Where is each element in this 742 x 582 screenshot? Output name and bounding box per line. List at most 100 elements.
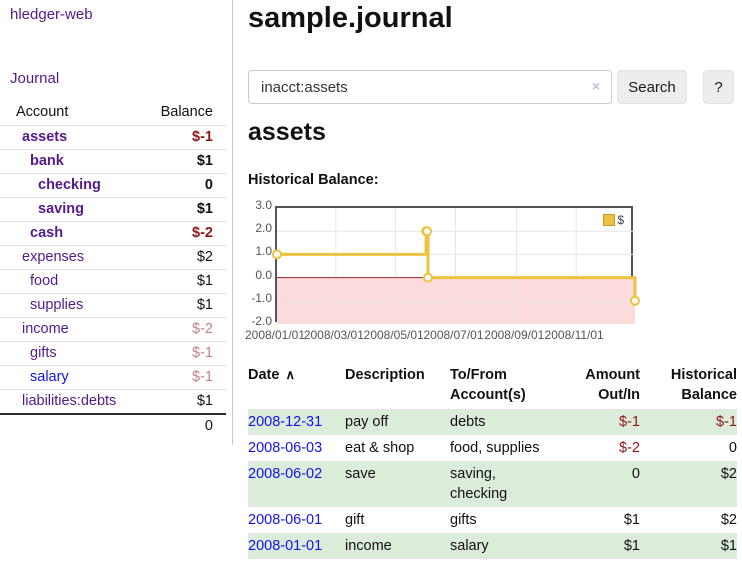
x-axis-tick-label: 2008/03/01 (303, 328, 364, 342)
account-row-liabilities-debts: liabilities:debts $1 (0, 389, 226, 414)
accounts-header-balance: Balance (160, 104, 213, 120)
account-balance: $-2 (144, 317, 226, 342)
sidebar: hledger-web Journal Account Balance asse… (0, 0, 233, 445)
transaction-description: gift (345, 512, 365, 528)
account-link-food[interactable]: food (30, 273, 59, 289)
main-content: sample.journal × Search ? assets Histori… (245, 0, 738, 582)
account-link-checking[interactable]: checking (38, 177, 101, 193)
account-link-expenses[interactable]: expenses (22, 249, 85, 265)
transaction-balance: $-1 (716, 414, 737, 430)
y-axis-tick-label: -2.0 (251, 314, 272, 328)
legend-swatch-icon (603, 214, 616, 226)
account-balance: $1 (144, 197, 226, 222)
account-row-saving: saving $1 (0, 197, 226, 222)
account-balance: $-1 (144, 125, 226, 150)
x-axis-tick-label: 2008/09/01 (484, 328, 545, 342)
y-axis-tick-label: 3.0 (255, 198, 272, 212)
account-balance: $1 (144, 293, 226, 318)
account-link-bank[interactable]: bank (30, 153, 64, 169)
account-link-income[interactable]: income (22, 321, 69, 337)
balance-chart: $ 3.0 2.0 1.0 0.0 -1.0 -2.0 2008/01/01 2008/03/… (245, 198, 738, 350)
register-header-date[interactable]: Date ∧ (248, 367, 295, 383)
account-link-assets[interactable]: assets (22, 129, 68, 145)
transaction-date-link[interactable]: 2008-12-31 (248, 414, 323, 430)
transaction-description: pay off (345, 414, 389, 430)
transaction-row: 2008-12-31 pay off debts $-1 $-1 (248, 409, 737, 435)
account-row-checking: checking 0 (0, 173, 226, 198)
transaction-accounts: food, supplies (450, 440, 540, 456)
account-row-bank: bank $1 (0, 149, 226, 174)
transaction-date-link[interactable]: 2008-06-03 (248, 440, 323, 456)
accounts-table: Account Balance assets $-1 bank $1 check… (0, 100, 226, 438)
account-link-cash[interactable]: cash (30, 225, 64, 241)
register-header-balance: Historical Balance (670, 367, 737, 403)
balance-chart-svg (272, 208, 640, 324)
account-row-cash: cash $-2 (0, 221, 226, 246)
account-row-supplies: supplies $1 (0, 293, 226, 318)
transaction-balance: $2 (720, 512, 737, 528)
transaction-row: 2008-01-01 income salary $1 $1 (248, 533, 737, 559)
transaction-row: 2008-06-02 save saving, checking 0 $2 (248, 461, 737, 507)
x-axis-tick-label: 2008/11/01 (544, 328, 604, 342)
legend-label: $ (617, 213, 624, 227)
transaction-amount: $-2 (619, 440, 640, 456)
search-form: × Search ? (248, 70, 738, 104)
sidebar-item-journal[interactable]: Journal (10, 70, 60, 87)
transaction-date-link[interactable]: 2008-06-01 (248, 512, 323, 528)
account-balance: $2 (144, 245, 226, 270)
transaction-row: 2008-06-03 eat & shop food, supplies $-2… (248, 435, 737, 461)
chart-title: Historical Balance: (248, 172, 379, 188)
account-balance: $-2 (144, 221, 226, 246)
account-link-salary[interactable]: salary (30, 369, 69, 385)
chart-legend: $ (603, 213, 624, 227)
x-axis-tick-label: 2008/01/01 (244, 328, 306, 342)
accounts-total-value: 0 (144, 413, 226, 438)
transaction-accounts: debts (450, 414, 486, 430)
transaction-description: income (345, 538, 392, 554)
search-button[interactable]: Search (617, 70, 687, 104)
transaction-balance: $1 (720, 538, 737, 554)
account-row-gifts: gifts $-1 (0, 341, 226, 366)
transaction-accounts: gifts (450, 512, 477, 528)
y-axis-tick-label: 2.0 (255, 221, 272, 236)
transaction-description: eat & shop (345, 440, 415, 456)
y-axis-tick-label: 1.0 (255, 244, 272, 259)
account-link-saving[interactable]: saving (38, 201, 84, 217)
account-row-assets: assets $-1 (0, 125, 226, 150)
transaction-amount: 0 (631, 466, 640, 482)
account-link-supplies[interactable]: supplies (30, 297, 84, 313)
transaction-balance: 0 (728, 440, 737, 456)
clear-search-icon[interactable]: × (592, 78, 601, 94)
x-axis-tick-label: 2008/05/01 (363, 328, 424, 342)
transaction-date-link[interactable]: 2008-01-01 (248, 538, 323, 554)
transaction-amount: $1 (623, 538, 640, 554)
register-account-heading: assets (248, 118, 326, 146)
account-balance: $1 (144, 269, 226, 294)
transaction-description: save (345, 466, 376, 482)
account-row-income: income $-2 (0, 317, 226, 342)
sort-ascending-icon: ∧ (285, 367, 295, 382)
transaction-date-link[interactable]: 2008-06-02 (248, 466, 323, 482)
y-axis-tick-label: 0.0 (255, 267, 272, 282)
account-link-liabilities-debts[interactable]: liabilities:debts (22, 393, 117, 409)
account-row-salary: salary $-1 (0, 365, 226, 390)
transaction-row: 2008-06-01 gift gifts $1 $2 (248, 507, 737, 533)
page-title: sample.journal (248, 2, 453, 34)
transaction-amount: $-1 (619, 414, 640, 430)
account-row-expenses: expenses $2 (0, 245, 226, 270)
y-axis-tick-label: -1.0 (251, 290, 272, 305)
register-header-amount: Amount Out/In (585, 367, 640, 403)
account-link-gifts[interactable]: gifts (30, 345, 57, 361)
transaction-accounts: saving, checking (450, 466, 508, 502)
accounts-total-row: 0 (0, 413, 226, 438)
register-header-description: Description (345, 367, 425, 383)
spacer (0, 413, 145, 438)
account-balance: 0 (144, 173, 226, 198)
account-balance: $-1 (144, 365, 226, 390)
help-button[interactable]: ? (703, 70, 734, 104)
x-axis-tick-label: 2008/07/01 (423, 328, 484, 342)
app-brand[interactable]: hledger-web (10, 6, 93, 23)
transaction-amount: $1 (623, 512, 640, 528)
transaction-accounts: salary (450, 538, 489, 554)
search-input[interactable] (248, 70, 612, 104)
